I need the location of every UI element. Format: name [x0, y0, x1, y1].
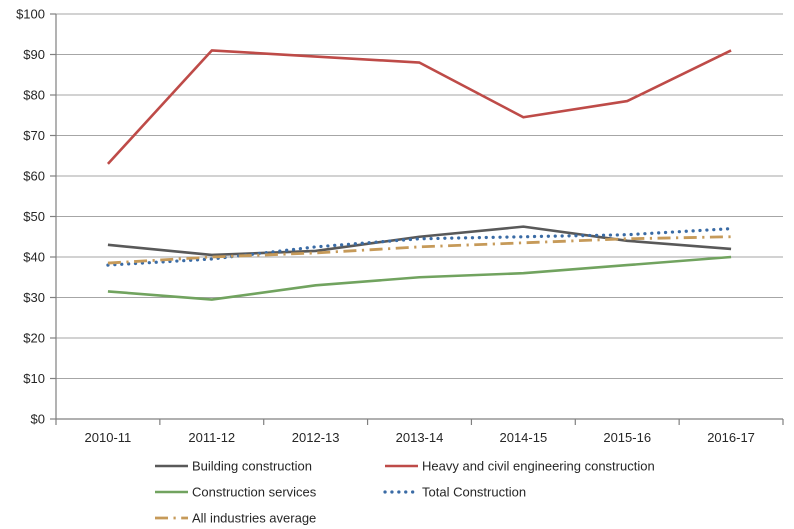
legend-item-construction-services: Construction services	[155, 485, 317, 500]
y-axis-label: $80	[23, 88, 45, 103]
y-axis-label: $0	[31, 412, 45, 427]
series-line-total-construction	[106, 227, 733, 267]
x-axis-label: 2012-13	[292, 430, 340, 445]
legend-label: Total Construction	[422, 485, 526, 500]
x-axis-label: 2013-14	[396, 430, 444, 445]
series-line-heavy-and-civil-engineering-construction	[106, 49, 732, 165]
x-axis-label: 2015-16	[603, 430, 651, 445]
series-line-construction-services	[107, 255, 732, 301]
x-axis-label: 2011-12	[188, 430, 235, 445]
y-axis-label: $20	[23, 331, 45, 346]
legend-item-building-construction: Building construction	[155, 459, 312, 474]
y-axis-label: $40	[23, 250, 45, 265]
legend-item-all-industries-average: All industries average	[155, 511, 316, 526]
y-axis-label: $30	[23, 290, 45, 305]
y-axis-label: $100	[16, 7, 45, 22]
y-axis-label: $70	[23, 128, 45, 143]
x-axis-label: 2010-11	[85, 430, 132, 445]
x-axis-label: 2016-17	[707, 430, 755, 445]
x-axis-label: 2014-15	[499, 430, 547, 445]
y-axis-label: $60	[23, 169, 45, 184]
legend-label: Construction services	[192, 485, 317, 500]
legend-label: All industries average	[192, 511, 316, 526]
series-line-building-construction	[107, 225, 732, 257]
legend-item-total-construction: Total Construction	[383, 485, 526, 500]
y-axis-label: $50	[23, 209, 45, 224]
legend-item-heavy-and-civil-engineering-construction: Heavy and civil engineering construction	[385, 459, 655, 474]
y-axis-label: $10	[23, 371, 45, 386]
y-axis-label: $90	[23, 47, 45, 62]
legend-label: Building construction	[192, 459, 312, 474]
legend-label: Heavy and civil engineering construction	[422, 459, 655, 474]
